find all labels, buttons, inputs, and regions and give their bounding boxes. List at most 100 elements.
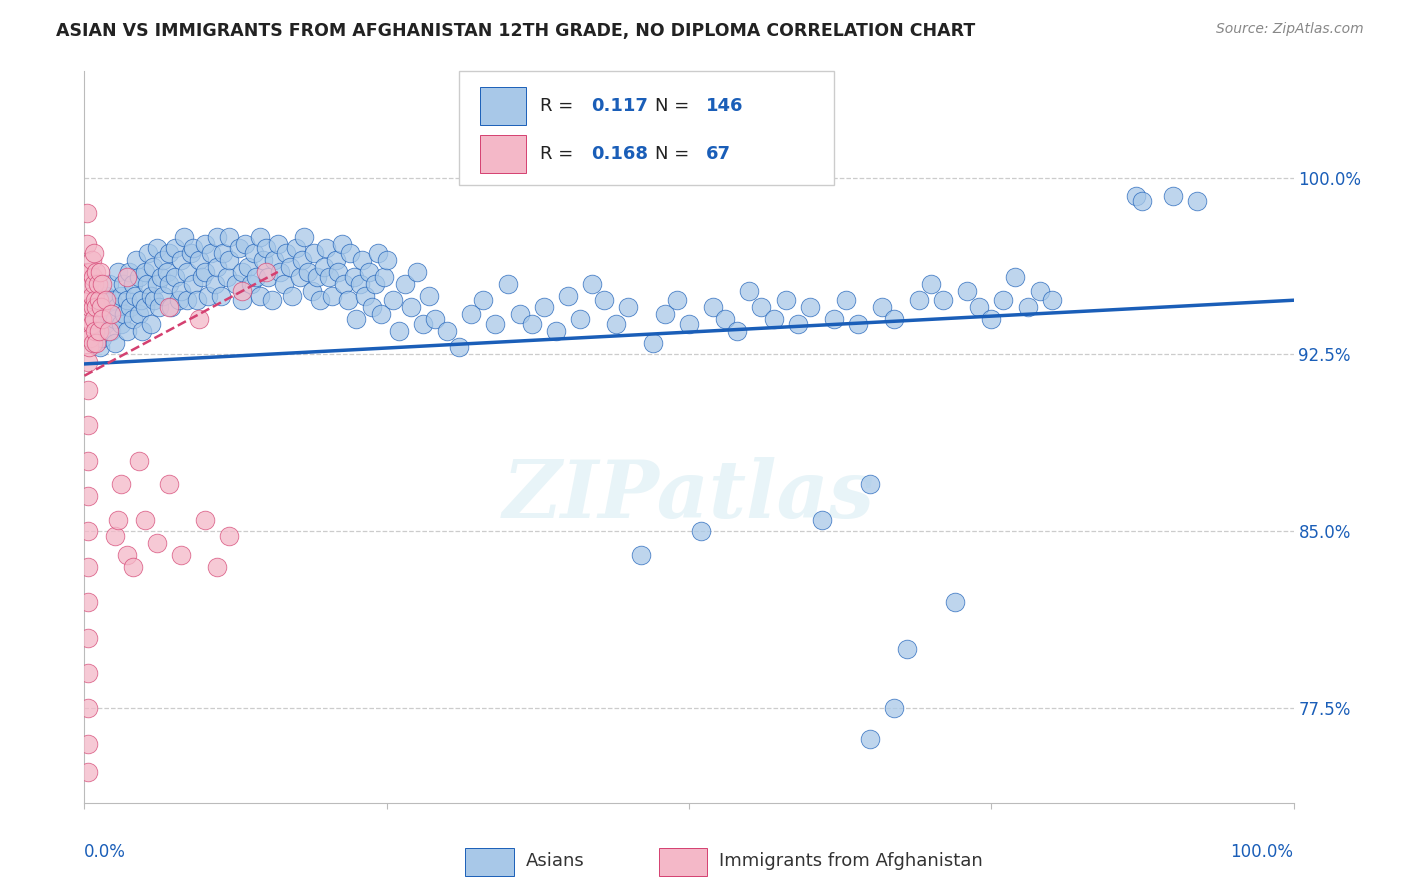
Point: [218, 529, 240, 543]
Point: [260, 293, 283, 308]
Point: [1017, 301, 1039, 315]
Point: [212, 246, 235, 260]
Point: [180, 246, 202, 260]
Point: [315, 241, 337, 255]
Point: [249, 288, 271, 302]
Point: [993, 293, 1015, 308]
Point: [846, 317, 869, 331]
Point: [370, 307, 392, 321]
Point: [77, 418, 100, 433]
Point: [91, 301, 114, 315]
Point: [134, 265, 156, 279]
Point: [593, 293, 616, 308]
Point: [1125, 189, 1147, 203]
Text: ASIAN VS IMMIGRANTS FROM AFGHANISTAN 12TH GRADE, NO DIPLOMA CORRELATION CHART: ASIAN VS IMMIGRANTS FROM AFGHANISTAN 12T…: [56, 22, 976, 40]
Point: [107, 265, 129, 279]
Text: N =: N =: [655, 96, 695, 115]
Point: [738, 284, 761, 298]
Point: [354, 288, 377, 302]
Point: [86, 277, 108, 291]
Point: [129, 293, 152, 308]
Point: [131, 324, 153, 338]
Text: 0.117: 0.117: [591, 96, 648, 115]
Point: [436, 324, 458, 338]
Point: [138, 246, 160, 260]
Point: [207, 559, 229, 574]
Point: [77, 666, 100, 681]
Point: [80, 288, 103, 302]
Point: [281, 288, 304, 302]
Point: [152, 253, 174, 268]
Text: 0.168: 0.168: [591, 145, 648, 163]
Point: [276, 246, 298, 260]
Point: [77, 701, 100, 715]
Point: [373, 269, 395, 284]
Y-axis label: 12th Grade, No Diploma: 12th Grade, No Diploma: [0, 336, 8, 538]
Point: [94, 293, 117, 308]
Point: [77, 340, 100, 354]
Point: [146, 536, 169, 550]
Point: [472, 293, 495, 308]
Text: 146: 146: [706, 96, 744, 115]
Point: [278, 260, 301, 275]
Point: [520, 317, 543, 331]
Point: [115, 324, 138, 338]
Point: [496, 277, 519, 291]
FancyBboxPatch shape: [479, 87, 526, 125]
Point: [352, 253, 374, 268]
Point: [87, 324, 110, 338]
Point: [257, 269, 280, 284]
Point: [170, 548, 193, 562]
Point: [82, 269, 104, 284]
Point: [375, 253, 398, 268]
Point: [136, 277, 159, 291]
Point: [325, 253, 347, 268]
Point: [76, 236, 98, 251]
Point: [896, 642, 918, 657]
Point: [157, 246, 180, 260]
FancyBboxPatch shape: [659, 848, 707, 876]
Point: [339, 246, 361, 260]
Point: [124, 288, 146, 302]
Point: [231, 265, 253, 279]
Point: [110, 317, 132, 331]
Point: [269, 265, 291, 279]
Point: [367, 246, 389, 260]
Point: [233, 236, 256, 251]
Point: [357, 265, 380, 279]
Point: [330, 236, 353, 251]
Point: [104, 312, 127, 326]
Point: [101, 293, 124, 308]
Point: [231, 284, 253, 298]
Point: [87, 324, 110, 338]
Point: [343, 269, 366, 284]
FancyBboxPatch shape: [479, 135, 526, 173]
Point: [1132, 194, 1154, 208]
Point: [305, 269, 328, 284]
Point: [245, 269, 267, 284]
Point: [207, 229, 229, 244]
Point: [87, 293, 110, 308]
Point: [80, 253, 103, 268]
Point: [859, 732, 882, 747]
Point: [89, 265, 111, 279]
Point: [412, 317, 434, 331]
Point: [105, 301, 128, 315]
Point: [980, 312, 1002, 326]
Point: [134, 301, 156, 315]
Point: [115, 293, 138, 308]
Point: [449, 340, 471, 354]
Point: [240, 277, 263, 291]
Point: [107, 513, 129, 527]
Point: [77, 277, 100, 291]
Point: [346, 312, 368, 326]
Point: [665, 293, 688, 308]
Point: [181, 277, 204, 291]
Point: [143, 293, 166, 308]
Point: [301, 284, 323, 298]
Point: [267, 236, 290, 251]
Point: [859, 477, 882, 491]
Point: [194, 265, 217, 279]
Point: [149, 269, 172, 284]
Point: [115, 548, 138, 562]
